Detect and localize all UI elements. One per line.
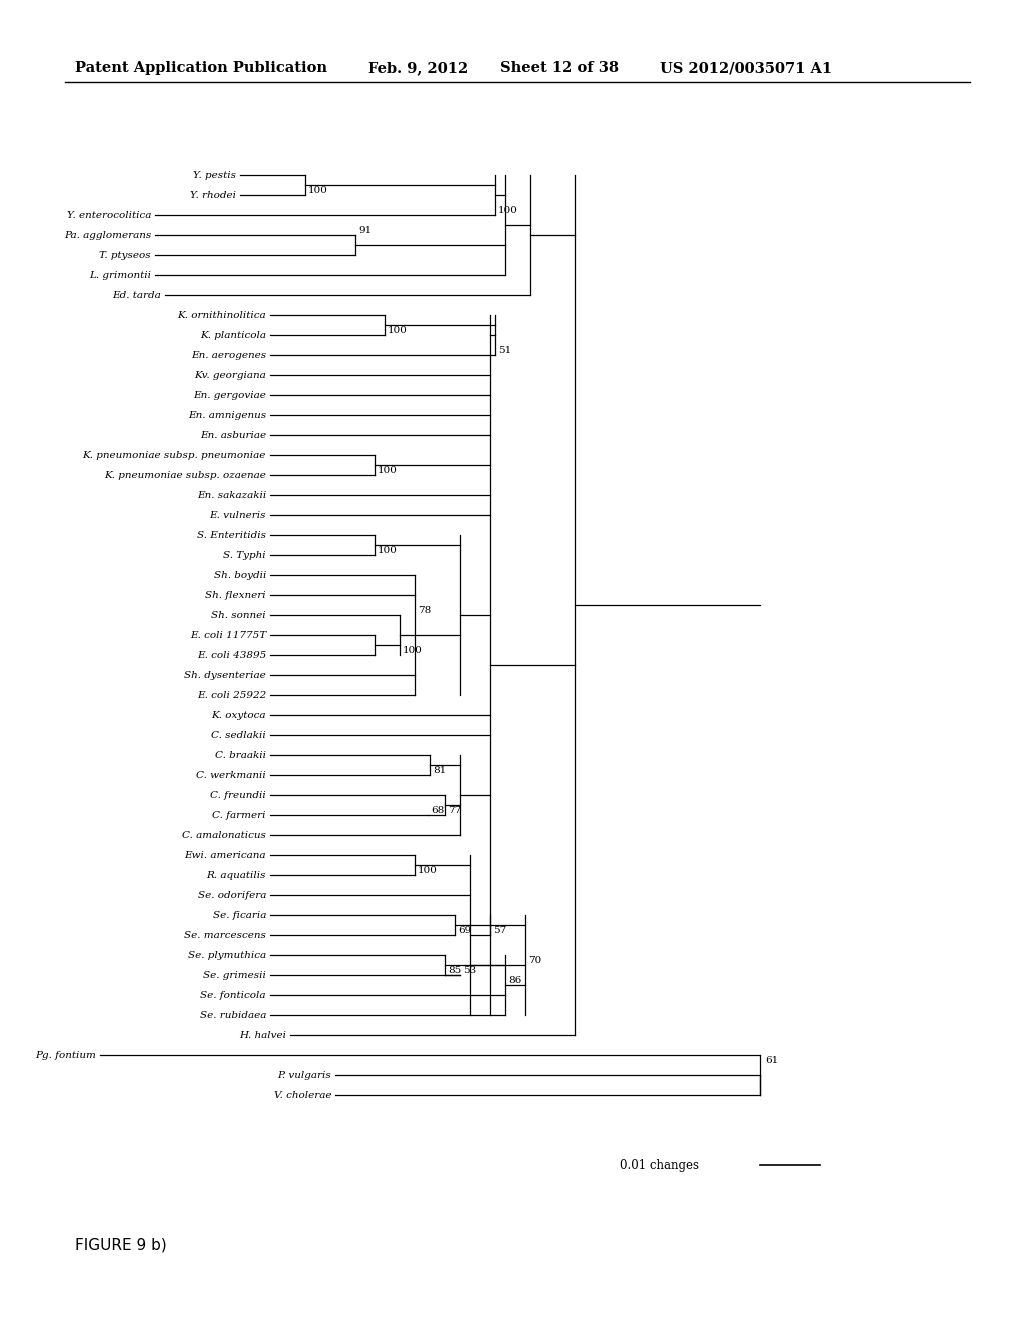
Text: En. sakazakii: En. sakazakii xyxy=(197,491,266,499)
Text: 86: 86 xyxy=(508,975,521,985)
Text: C. farmeri: C. farmeri xyxy=(213,810,266,820)
Text: Ed. tarda: Ed. tarda xyxy=(113,290,161,300)
Text: Se. odorifera: Se. odorifera xyxy=(198,891,266,899)
Text: K. pneumoniae subsp. ozaenae: K. pneumoniae subsp. ozaenae xyxy=(104,470,266,479)
Text: E. coli 25922: E. coli 25922 xyxy=(197,690,266,700)
Text: 68: 68 xyxy=(431,807,444,814)
Text: FIGURE 9 b): FIGURE 9 b) xyxy=(75,1238,167,1253)
Text: K. pneumoniae subsp. pneumoniae: K. pneumoniae subsp. pneumoniae xyxy=(83,450,266,459)
Text: Se. ficaria: Se. ficaria xyxy=(213,911,266,920)
Text: US 2012/0035071 A1: US 2012/0035071 A1 xyxy=(660,61,833,75)
Text: 70: 70 xyxy=(528,956,542,965)
Text: T. ptyseos: T. ptyseos xyxy=(99,251,151,260)
Text: 100: 100 xyxy=(308,186,328,195)
Text: Sh. flexneri: Sh. flexneri xyxy=(206,590,266,599)
Text: K. planticola: K. planticola xyxy=(200,330,266,339)
Text: Sh. dysenteriae: Sh. dysenteriae xyxy=(184,671,266,680)
Text: H. halvei: H. halvei xyxy=(239,1031,286,1040)
Text: En. aerogenes: En. aerogenes xyxy=(190,351,266,359)
Text: 91: 91 xyxy=(358,226,372,235)
Text: P. vulgaris: P. vulgaris xyxy=(278,1071,331,1080)
Text: E. coli 11775T: E. coli 11775T xyxy=(189,631,266,639)
Text: Sheet 12 of 38: Sheet 12 of 38 xyxy=(500,61,618,75)
Text: 81: 81 xyxy=(433,766,446,775)
Text: 100: 100 xyxy=(418,866,438,875)
Text: En. asburiae: En. asburiae xyxy=(200,430,266,440)
Text: 57: 57 xyxy=(493,927,506,935)
Text: 0.01 changes: 0.01 changes xyxy=(620,1159,699,1172)
Text: Se. marcescens: Se. marcescens xyxy=(184,931,266,940)
Text: 77: 77 xyxy=(449,807,461,814)
Text: C. braakii: C. braakii xyxy=(215,751,266,759)
Text: Ewi. americana: Ewi. americana xyxy=(184,850,266,859)
Text: Se. plymuthica: Se. plymuthica xyxy=(187,950,266,960)
Text: 100: 100 xyxy=(388,326,408,335)
Text: Kv. georgiana: Kv. georgiana xyxy=(195,371,266,380)
Text: 69: 69 xyxy=(458,927,471,935)
Text: 100: 100 xyxy=(498,206,518,215)
Text: S. Enteritidis: S. Enteritidis xyxy=(197,531,266,540)
Text: 78: 78 xyxy=(418,606,431,615)
Text: Pa. agglomerans: Pa. agglomerans xyxy=(63,231,151,239)
Text: 100: 100 xyxy=(378,466,398,475)
Text: L. grimontii: L. grimontii xyxy=(89,271,151,280)
Text: Y. pestis: Y. pestis xyxy=(193,170,236,180)
Text: En. amnigenus: En. amnigenus xyxy=(187,411,266,420)
Text: Se. fonticola: Se. fonticola xyxy=(201,990,266,999)
Text: 53: 53 xyxy=(463,966,476,975)
Text: C. werkmanii: C. werkmanii xyxy=(197,771,266,780)
Text: C. freundii: C. freundii xyxy=(210,791,266,800)
Text: Pg. fontium: Pg. fontium xyxy=(35,1051,96,1060)
Text: 51: 51 xyxy=(498,346,511,355)
Text: E. coli 43895: E. coli 43895 xyxy=(197,651,266,660)
Text: Y. rhodei: Y. rhodei xyxy=(190,190,236,199)
Text: En. gergoviae: En. gergoviae xyxy=(194,391,266,400)
Text: Y. enterocolitica: Y. enterocolitica xyxy=(67,210,151,219)
Text: Se. rubidaea: Se. rubidaea xyxy=(200,1011,266,1019)
Text: Patent Application Publication: Patent Application Publication xyxy=(75,61,327,75)
Text: 100: 100 xyxy=(378,546,398,554)
Text: C. amalonaticus: C. amalonaticus xyxy=(182,830,266,840)
Text: C. sedlakii: C. sedlakii xyxy=(211,730,266,739)
Text: K. oxytoca: K. oxytoca xyxy=(212,710,266,719)
Text: 85: 85 xyxy=(449,966,461,975)
Text: K. ornithinolitica: K. ornithinolitica xyxy=(177,310,266,319)
Text: Sh. sonnei: Sh. sonnei xyxy=(211,610,266,619)
Text: 61: 61 xyxy=(765,1056,778,1065)
Text: V. cholerae: V. cholerae xyxy=(273,1090,331,1100)
Text: E. vulneris: E. vulneris xyxy=(210,511,266,520)
Text: Feb. 9, 2012: Feb. 9, 2012 xyxy=(368,61,468,75)
Text: Se. grimesii: Se. grimesii xyxy=(203,970,266,979)
Text: R. aquatilis: R. aquatilis xyxy=(207,870,266,879)
Text: S. Typhi: S. Typhi xyxy=(223,550,266,560)
Text: 100: 100 xyxy=(403,645,423,655)
Text: Sh. boydii: Sh. boydii xyxy=(214,570,266,579)
